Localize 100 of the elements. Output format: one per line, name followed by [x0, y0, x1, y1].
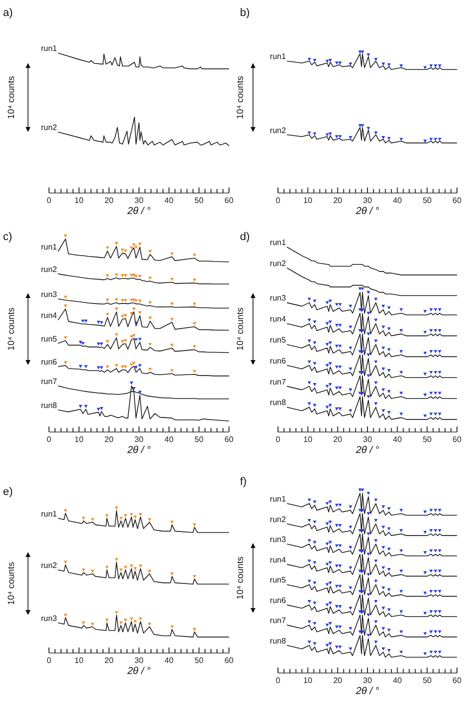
- point: [429, 590, 433, 593]
- point: [312, 582, 316, 585]
- point: [325, 343, 330, 346]
- point: [119, 516, 123, 520]
- point: [434, 570, 438, 573]
- point: [170, 369, 174, 372]
- point: [308, 340, 312, 343]
- point: [434, 590, 438, 593]
- point: [334, 386, 339, 390]
- series-label: run1: [270, 52, 286, 62]
- point: [434, 350, 438, 354]
- point: [138, 338, 142, 341]
- point: [308, 600, 312, 604]
- point: [124, 274, 128, 278]
- point: [360, 329, 364, 332]
- point: [325, 624, 330, 627]
- point: [334, 324, 339, 327]
- x-tick-label: 60: [224, 656, 234, 665]
- point: [366, 614, 370, 617]
- point: [81, 320, 85, 323]
- point: [106, 365, 110, 369]
- point: [338, 646, 342, 649]
- point: [120, 274, 124, 278]
- point: [338, 605, 342, 608]
- point: [312, 622, 316, 626]
- x-tick-label: 40: [392, 676, 402, 685]
- point: [325, 562, 330, 566]
- point: [434, 650, 438, 654]
- point: [434, 64, 438, 68]
- point: [132, 307, 136, 311]
- point: [429, 529, 433, 532]
- x-axis-title: 2θ / °: [126, 666, 151, 677]
- point: [387, 390, 391, 394]
- x-axis-title: 2θ / °: [354, 445, 380, 456]
- x-tick-label: 50: [194, 196, 204, 205]
- x-tick-label: 0: [46, 196, 52, 205]
- x-tick-label: 10: [303, 435, 313, 444]
- point: [366, 593, 370, 596]
- point: [130, 564, 134, 568]
- point: [338, 366, 342, 369]
- point: [334, 303, 339, 306]
- x-tick-label: 20: [333, 196, 343, 205]
- x-tick-label: 0: [276, 196, 281, 205]
- point: [360, 124, 364, 128]
- point: [348, 586, 352, 590]
- point: [423, 372, 427, 376]
- point: [399, 370, 404, 374]
- point: [114, 307, 118, 311]
- point: [438, 529, 442, 532]
- point: [328, 132, 332, 136]
- x-tick-label: 20: [104, 435, 114, 444]
- point: [114, 333, 118, 336]
- point: [328, 404, 332, 407]
- point: [399, 392, 404, 395]
- point: [192, 322, 196, 326]
- point: [338, 344, 342, 348]
- point: [438, 650, 442, 654]
- point: [387, 410, 391, 414]
- point: [387, 369, 391, 372]
- point: [423, 330, 427, 334]
- point: [124, 249, 128, 253]
- point: [374, 340, 378, 343]
- point: [106, 274, 110, 278]
- point: [328, 500, 332, 504]
- point: [438, 412, 442, 416]
- point: [366, 512, 370, 516]
- point: [325, 322, 330, 326]
- x-tick-label: 0: [276, 676, 281, 685]
- point: [334, 407, 339, 410]
- series-label: run2: [270, 514, 286, 524]
- point: [114, 558, 118, 562]
- point: [438, 350, 442, 354]
- point: [338, 504, 342, 507]
- point: [334, 646, 339, 649]
- point: [423, 592, 427, 595]
- point: [192, 575, 196, 578]
- point: [338, 524, 342, 528]
- x-tick-label: 20: [333, 435, 343, 444]
- point: [387, 306, 391, 310]
- point: [328, 362, 332, 366]
- point: [360, 488, 364, 492]
- point: [382, 136, 386, 140]
- point: [134, 338, 138, 342]
- point: [360, 350, 364, 354]
- point: [399, 650, 404, 654]
- point: [399, 630, 404, 634]
- chart-title: c): [3, 231, 12, 243]
- point: [374, 518, 378, 522]
- point: [334, 524, 339, 528]
- point: [429, 329, 433, 332]
- point: [434, 392, 438, 395]
- point: [170, 572, 174, 576]
- y-axis-title: 10⁴ counts: [6, 562, 16, 605]
- x-axis-title: 2θ / °: [126, 206, 151, 217]
- point: [64, 509, 68, 512]
- chart-title: a): [3, 7, 13, 19]
- point: [192, 523, 196, 526]
- point: [334, 625, 339, 629]
- x-tick-label: 40: [164, 435, 174, 444]
- point: [434, 329, 438, 332]
